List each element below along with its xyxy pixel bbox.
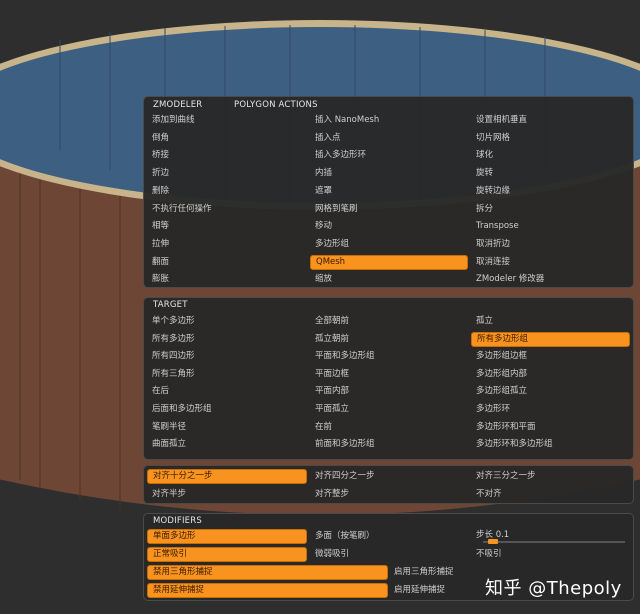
target-item[interactable]: 平面边框 [315,368,350,379]
polygon-action-item[interactable]: 添加到曲线 [152,115,195,125]
polygon-action-item[interactable]: 拉伸 [152,238,170,249]
polygon-action-item[interactable]: 不执行任何操作 [152,203,212,214]
target-item[interactable]: 平面和多边形组 [315,351,375,362]
target-item[interactable]: 笔刷半径 [152,421,187,432]
enable-triangle-snap-option[interactable]: 启用三角形捕捉 [394,567,454,577]
target-item[interactable]: 曲面孤立 [152,439,187,450]
polygon-action-item[interactable]: 翻面 [152,256,170,267]
polygon-actions-header: POLYGON ACTIONS [234,100,318,110]
step-slider-label: 步长 0.1 [476,530,510,540]
polygon-action-item[interactable]: 移动 [315,221,333,232]
polygon-action-item[interactable]: 拆分 [476,203,494,214]
polygon-action-item[interactable]: 多边形组 [315,238,350,249]
snap-step-panel: 对齐十分之一步对齐半步 对齐四分之一步 对齐整步 对齐三分之一步 不对齐 [143,465,634,504]
snap-item[interactable]: 对齐半步 [152,488,187,499]
polygon-action-item[interactable]: 取消折边 [476,238,511,249]
disable-extend-snap-option[interactable]: 禁用延伸捕捉 [147,583,388,598]
polygon-action-item[interactable]: 折边 [152,168,170,179]
step-slider[interactable] [483,541,625,543]
polygon-action-item[interactable]: QMesh [310,254,468,270]
polygon-action-item[interactable]: 倒角 [152,132,170,143]
target-item[interactable]: 多边形环 [476,404,511,414]
target-item[interactable]: 平面内部 [315,386,350,397]
polygon-action-item[interactable]: 切片网格 [476,132,511,143]
target-item[interactable]: 多边形组内部 [476,368,528,379]
polygon-action-item[interactable]: 膨胀 [152,274,170,285]
polygon-action-item[interactable]: 插入多边形环 [315,150,367,161]
target-item[interactable]: 在后 [152,386,170,397]
polygon-action-item[interactable]: 球化 [476,150,494,161]
target-item[interactable]: 所有三角形 [152,368,195,379]
target-item[interactable]: 多边形组孤立 [476,386,528,397]
target-item[interactable]: 前面和多边形组 [315,439,375,450]
target-item[interactable]: 所有四边形 [152,351,195,362]
disable-triangle-snap-option[interactable]: 禁用三角形捕捉 [147,565,388,580]
modifiers-panel: MODIFIERS 单面多边形 多面（按笔刷） 步长 0.1 正常吸引 微弱吸引… [143,513,634,601]
polygon-action-item[interactable]: 旋转 [476,168,494,179]
target-item[interactable]: 多边形组边框 [476,351,528,362]
modifiers-header: MODIFIERS [153,516,202,526]
multi-face-option[interactable]: 多面（按笔刷） [315,531,375,541]
target-item[interactable]: 所有多边形组 [471,331,630,347]
target-item[interactable]: 单个多边形 [152,316,195,326]
target-item[interactable]: 全部朝前 [315,316,350,326]
polygon-action-item[interactable]: 遮罩 [315,185,333,196]
zmodeler-header: ZMODELER [153,100,203,110]
polygon-action-item[interactable]: Transpose [476,221,519,232]
enable-extend-snap-option[interactable]: 启用延伸捕捉 [394,585,446,595]
target-item[interactable]: 孤立朝前 [315,333,350,344]
target-item[interactable]: 多边形环和多边形组 [476,439,553,450]
polygon-action-item[interactable]: 内插 [315,168,333,179]
polygon-action-item[interactable]: 桥接 [152,150,170,161]
polygon-action-item[interactable]: 取消连接 [476,256,511,267]
polygon-action-item[interactable]: 设置相机垂直 [476,115,528,125]
weak-attract-option[interactable]: 微弱吸引 [315,549,350,559]
snap-item[interactable]: 对齐整步 [315,488,350,499]
polygon-action-item[interactable]: 插入点 [315,132,341,143]
polygon-action-item[interactable]: ZModeler 修改器 [476,274,545,285]
target-item[interactable]: 多边形环和平面 [476,421,536,432]
target-item[interactable]: 后面和多边形组 [152,404,212,414]
target-item[interactable]: 所有多边形 [152,333,195,344]
target-header: TARGET [153,300,188,310]
zmodeler-polygon-actions-panel: ZMODELER POLYGON ACTIONS 添加到曲线倒角桥接折边删除不执… [143,96,634,288]
step-slider-thumb[interactable] [488,539,498,544]
snap-item[interactable]: 对齐四分之一步 [315,471,375,481]
target-item[interactable]: 平面孤立 [315,404,350,414]
snap-item[interactable]: 对齐三分之一步 [476,471,536,481]
watermark: 知乎 @Thepoly [485,578,622,599]
polygon-action-item[interactable]: 相等 [152,221,170,232]
polygon-action-item[interactable]: 删除 [152,185,170,196]
polygon-action-item[interactable]: 网格到笔刷 [315,203,358,214]
polygon-action-item[interactable]: 缩放 [315,274,333,285]
snap-item[interactable]: 不对齐 [476,488,502,499]
no-attract-option[interactable]: 不吸引 [476,549,502,559]
polygon-action-item[interactable]: 插入 NanoMesh [315,115,380,125]
single-polygon-option[interactable]: 单面多边形 [147,529,307,544]
normal-attract-option[interactable]: 正常吸引 [147,547,307,562]
snap-item[interactable]: 对齐十分之一步 [147,469,307,484]
target-item[interactable]: 孤立 [476,316,494,326]
target-panel: TARGET 单个多边形所有多边形所有四边形所有三角形在后后面和多边形组 笔刷半径… [143,297,634,460]
polygon-action-item[interactable]: 旋转边缘 [476,185,511,196]
target-item[interactable]: 在前 [315,421,333,432]
